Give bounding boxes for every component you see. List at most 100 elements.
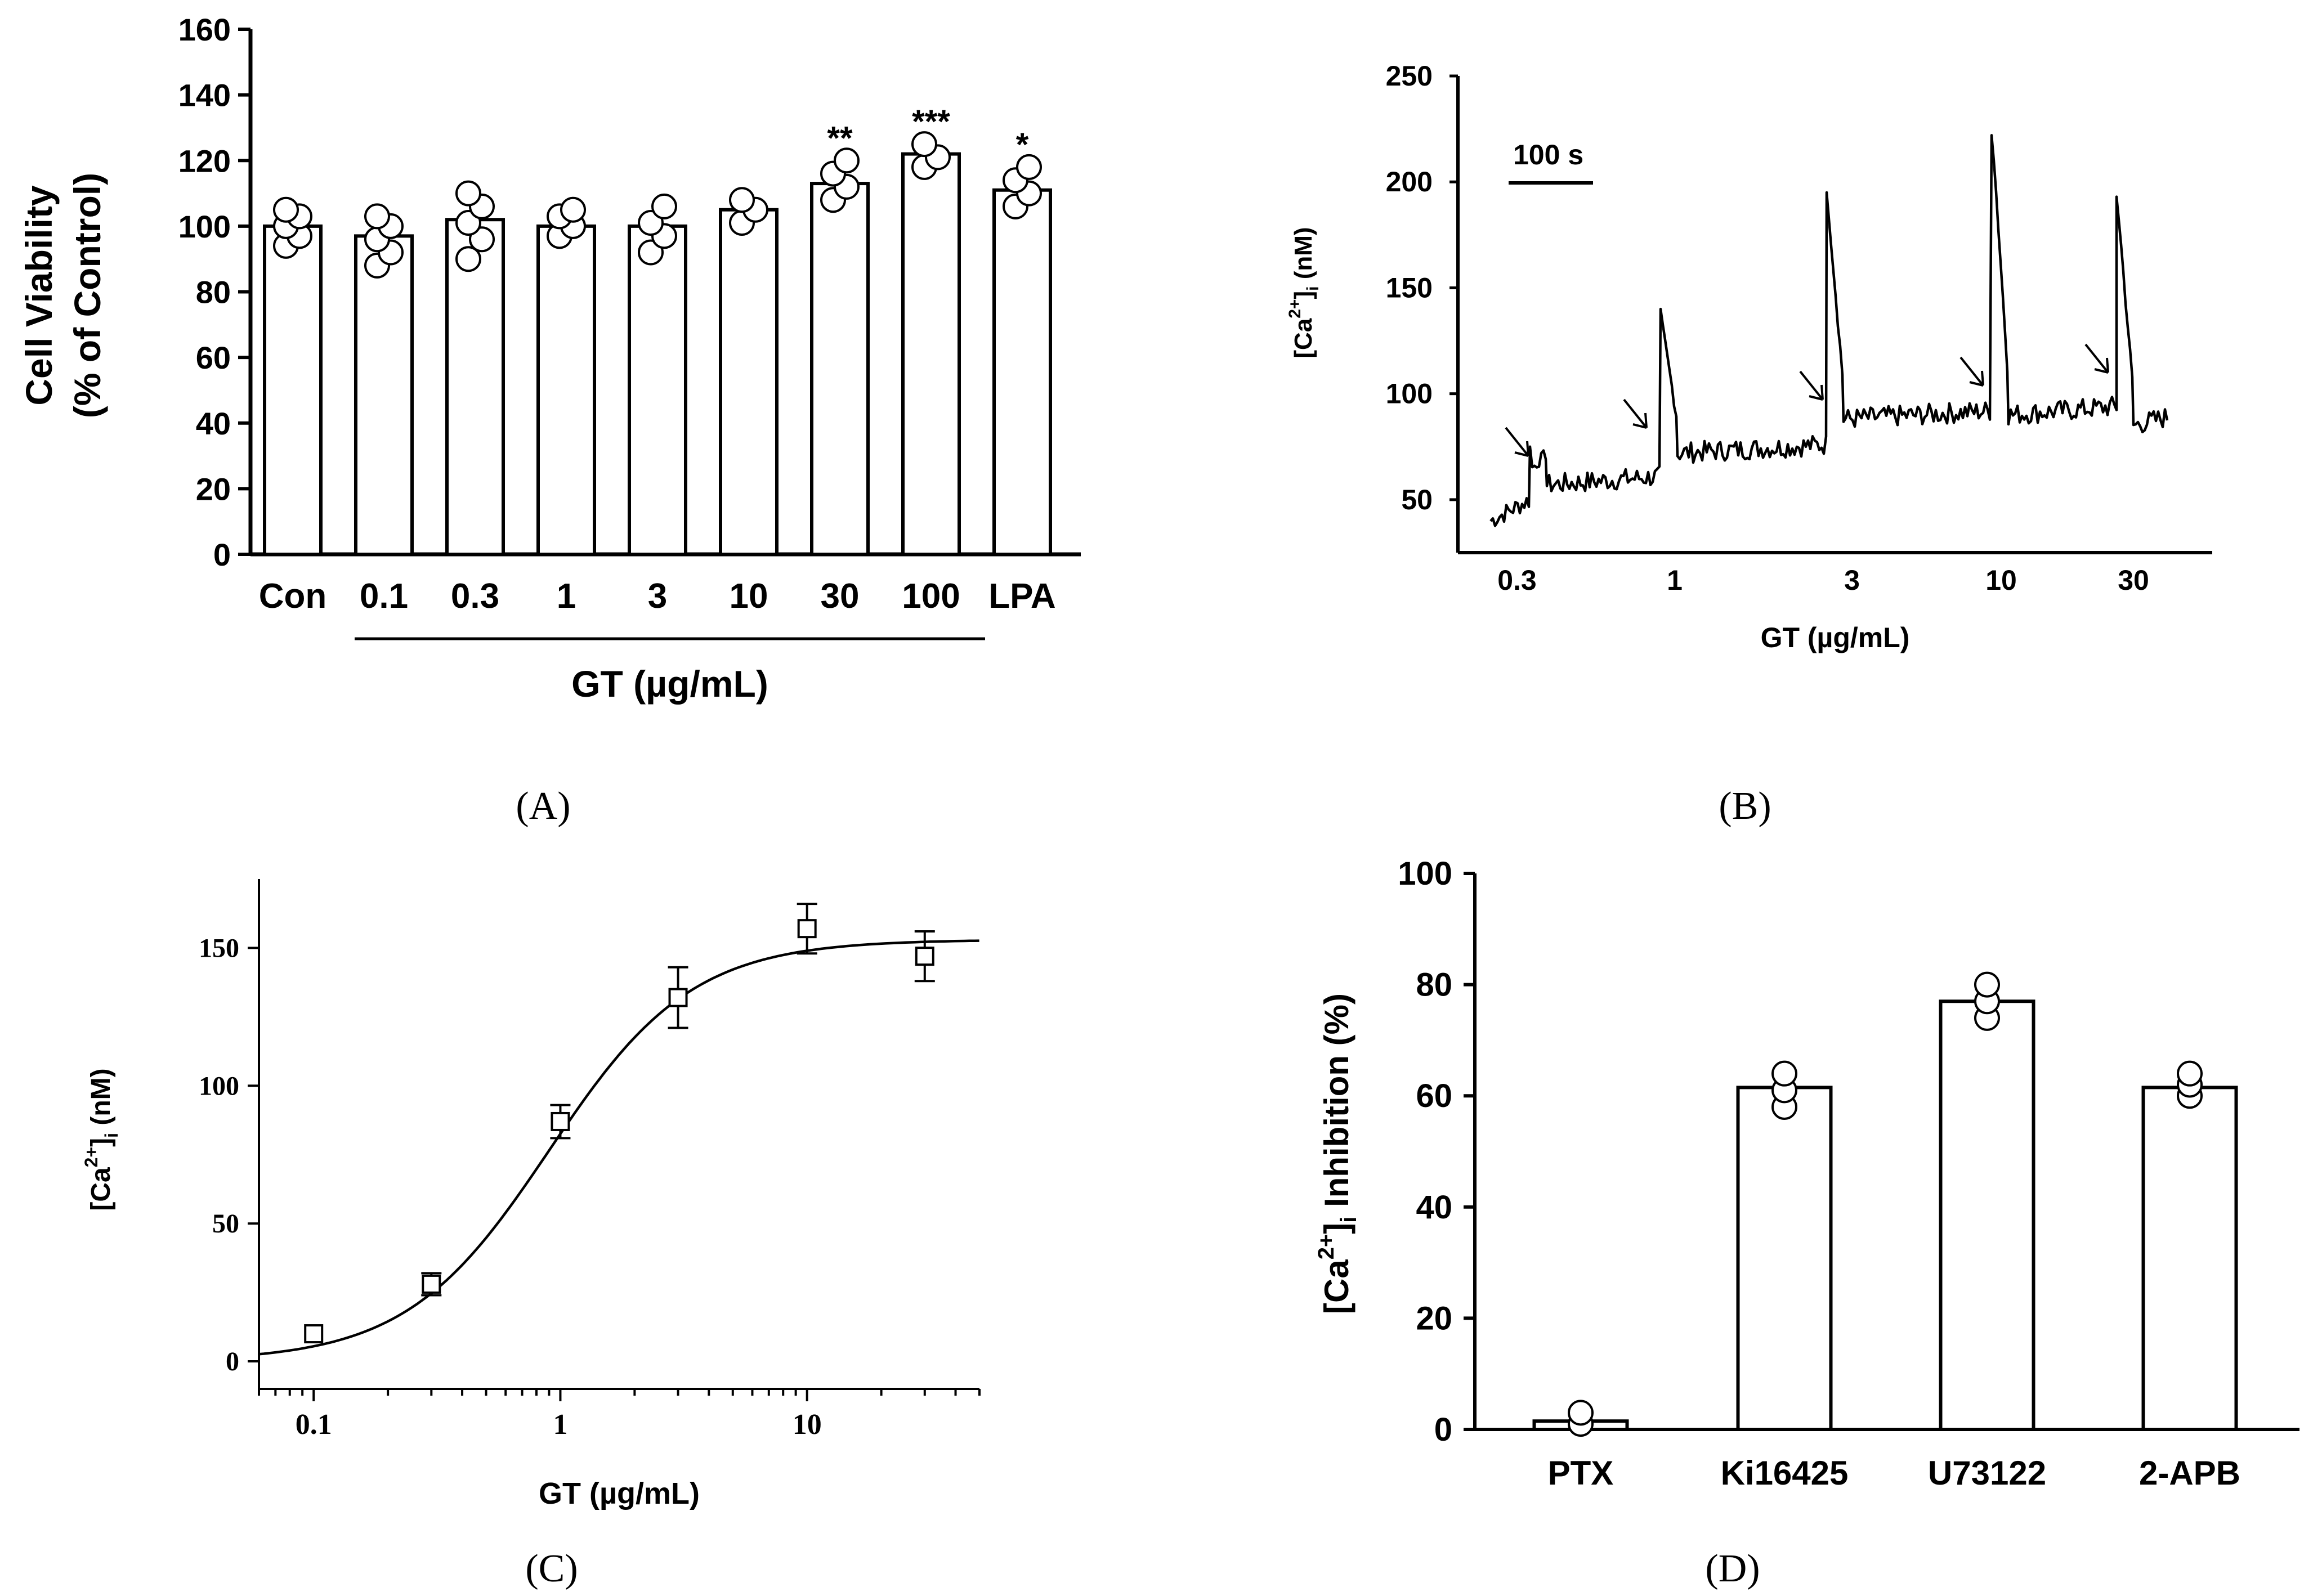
panel-a-data-point [455, 180, 481, 207]
panel-d-bar [1939, 999, 2035, 1431]
panel-a-y-tick-label: 100 [178, 209, 231, 244]
panel-a-significance-marker: * [1016, 127, 1029, 163]
panel-a-data-point [651, 193, 677, 219]
panel-a-bar [445, 218, 505, 556]
panel-a-data-point [455, 246, 481, 272]
panel-c-y-tick-label: 150 [199, 933, 239, 963]
panel-b-dose-label: 0.3 [1497, 564, 1537, 596]
addition-arrow-icon [1799, 370, 1824, 401]
panel-a-bar [354, 234, 414, 556]
panel-a-y-tick-label: 120 [178, 143, 231, 178]
panel-a-data-point [911, 131, 937, 158]
panel-d-data-point [1771, 1060, 1797, 1087]
panel-c-data-point [551, 1111, 570, 1131]
panel-a-data-point [455, 210, 481, 236]
svg-text:[Ca2+]i (nM): [Ca2+]i (nM) [81, 1068, 122, 1211]
panel-d-y-label: [Ca2+]i Inhibition (%) [1314, 993, 1361, 1314]
panel-a-data-point [638, 210, 664, 236]
panel-a-y-label-line2: (% of Control) [66, 173, 108, 418]
scale-bar-label: 100 s [1513, 139, 1583, 171]
panel-a-x-tick-label: 1 [557, 577, 576, 616]
panel-b-y-label: [Ca2+]i (nM) [1286, 227, 1322, 358]
panel-a-significance-marker: *** [912, 104, 950, 140]
panel-b-y-tick-label: 200 [1386, 166, 1433, 198]
panel-a-group-label: GT (µg/mL) [571, 663, 768, 705]
panel-d-bar [1736, 1086, 1833, 1431]
panel-a-data-point [834, 147, 860, 174]
panel-c-y-label: [Ca2+]i (nM) [81, 1068, 122, 1211]
panel-b-y-tick-label: 150 [1386, 272, 1433, 303]
panel-c: 0 50 100 150 0.1 1 10 GT (µg/mL) [Ca2+]i (nM)… [81, 879, 981, 1590]
panel-a-bar [810, 182, 870, 557]
panel-a-y-tick-label: 160 [178, 12, 231, 47]
panel-a: 0 20 40 60 80 100 120 140 160 Con 0.1 0.3 1 3 10 30 100… [18, 12, 1081, 828]
panel-a-data-point [364, 203, 390, 230]
panel-a-bar [992, 188, 1052, 556]
panel-a-y-tick-label: 40 [196, 406, 231, 441]
panel-c-x-tick-label: 10 [793, 1409, 822, 1441]
panel-d-y-tick-label: 80 [1416, 967, 1452, 1003]
panel-c-x-label: GT (µg/mL) [539, 1477, 700, 1510]
panel-d-x-tick-label: 2-APB [2139, 1454, 2240, 1492]
panel-a-caption: (A) [516, 784, 570, 828]
addition-arrow-icon [2084, 343, 2109, 374]
panel-c-y-tick-label: 0 [226, 1347, 239, 1377]
panel-a-y-tick-label: 80 [196, 275, 231, 310]
addition-arrow-icon [1623, 398, 1648, 429]
panel-a-y-tick-label: 0 [213, 537, 231, 572]
panel-c-data-point [422, 1274, 441, 1294]
panel-d-x-tick-label: U73122 [1928, 1454, 2046, 1492]
panel-b-caption: (B) [1719, 784, 1771, 828]
panel-a-x-tick-label: 3 [648, 577, 667, 616]
panel-d-x-tick-label: PTX [1548, 1454, 1614, 1492]
panel-d-bar [2141, 1086, 2238, 1431]
panel-a-y-tick-label: 60 [196, 340, 231, 375]
panel-b-dose-label: 10 [1985, 564, 2017, 596]
panel-d-y-tick-label: 40 [1416, 1189, 1452, 1226]
panel-d-data-point [1568, 1400, 1594, 1426]
calcium-trace [1489, 134, 2169, 527]
panel-b-dose-label: 30 [2118, 564, 2149, 596]
panel-d-caption: (D) [1705, 1547, 1760, 1590]
panel-d-y-tick-label: 60 [1416, 1078, 1452, 1114]
panel-a-x-tick-label: 10 [730, 577, 768, 616]
addition-arrow-icon [1505, 427, 1529, 457]
panel-d-y-tick-label: 0 [1434, 1411, 1452, 1448]
panel-a-data-point [729, 187, 755, 213]
svg-text:[Ca2+]i Inhibition (%): [Ca2+]i Inhibition (%) [1314, 993, 1361, 1314]
panel-b-x-label: GT (µg/mL) [1761, 622, 1910, 653]
panel-a-bar [628, 224, 687, 556]
panel-d-data-point [2177, 1060, 2203, 1087]
panel-a-data-point [638, 239, 664, 266]
panel-c-caption: (C) [525, 1547, 578, 1590]
panel-c-data-point [668, 988, 688, 1007]
panel-c-x-tick-label: 1 [553, 1409, 567, 1441]
panel-b-y-tick-label: 50 [1401, 484, 1433, 515]
panel-c-y-tick-label: 50 [212, 1209, 239, 1239]
panel-b-y-tick-label: 250 [1386, 60, 1433, 92]
addition-arrow-icon [1959, 356, 1984, 387]
panel-a-x-tick-label: 0.3 [451, 577, 499, 616]
panel-c-y-tick-label: 100 [199, 1071, 239, 1101]
panel-a-data-point [560, 196, 586, 223]
panel-a-bar [536, 224, 596, 556]
panel-a-data-point [1016, 154, 1042, 180]
panel-c-data-point [797, 919, 817, 939]
panel-d: 0 20 40 60 80 100 PTX Ki16425 U73122 2-APB [Ca2+… [1314, 855, 2299, 1590]
panel-d-data-point [1974, 971, 2000, 998]
panel-b-y-tick-label: 100 [1386, 378, 1433, 410]
panel-a-x-tick-label: 100 [902, 577, 960, 616]
panel-b-dose-label: 1 [1667, 564, 1683, 596]
panel-c-x-tick-label: 0.1 [296, 1409, 332, 1441]
panel-c-data-point [304, 1324, 324, 1344]
panel-a-significance-marker: ** [827, 120, 853, 156]
panel-a-bar [263, 224, 323, 556]
panel-a-bar [901, 152, 961, 556]
panel-c-data-point [915, 947, 934, 966]
panel-d-y-tick-label: 100 [1398, 855, 1452, 892]
panel-a-data-point [273, 196, 299, 223]
panel-a-x-tick-label: 0.1 [360, 577, 408, 616]
panel-a-x-tick-label: 30 [821, 577, 860, 616]
panel-a-bar [719, 208, 779, 556]
